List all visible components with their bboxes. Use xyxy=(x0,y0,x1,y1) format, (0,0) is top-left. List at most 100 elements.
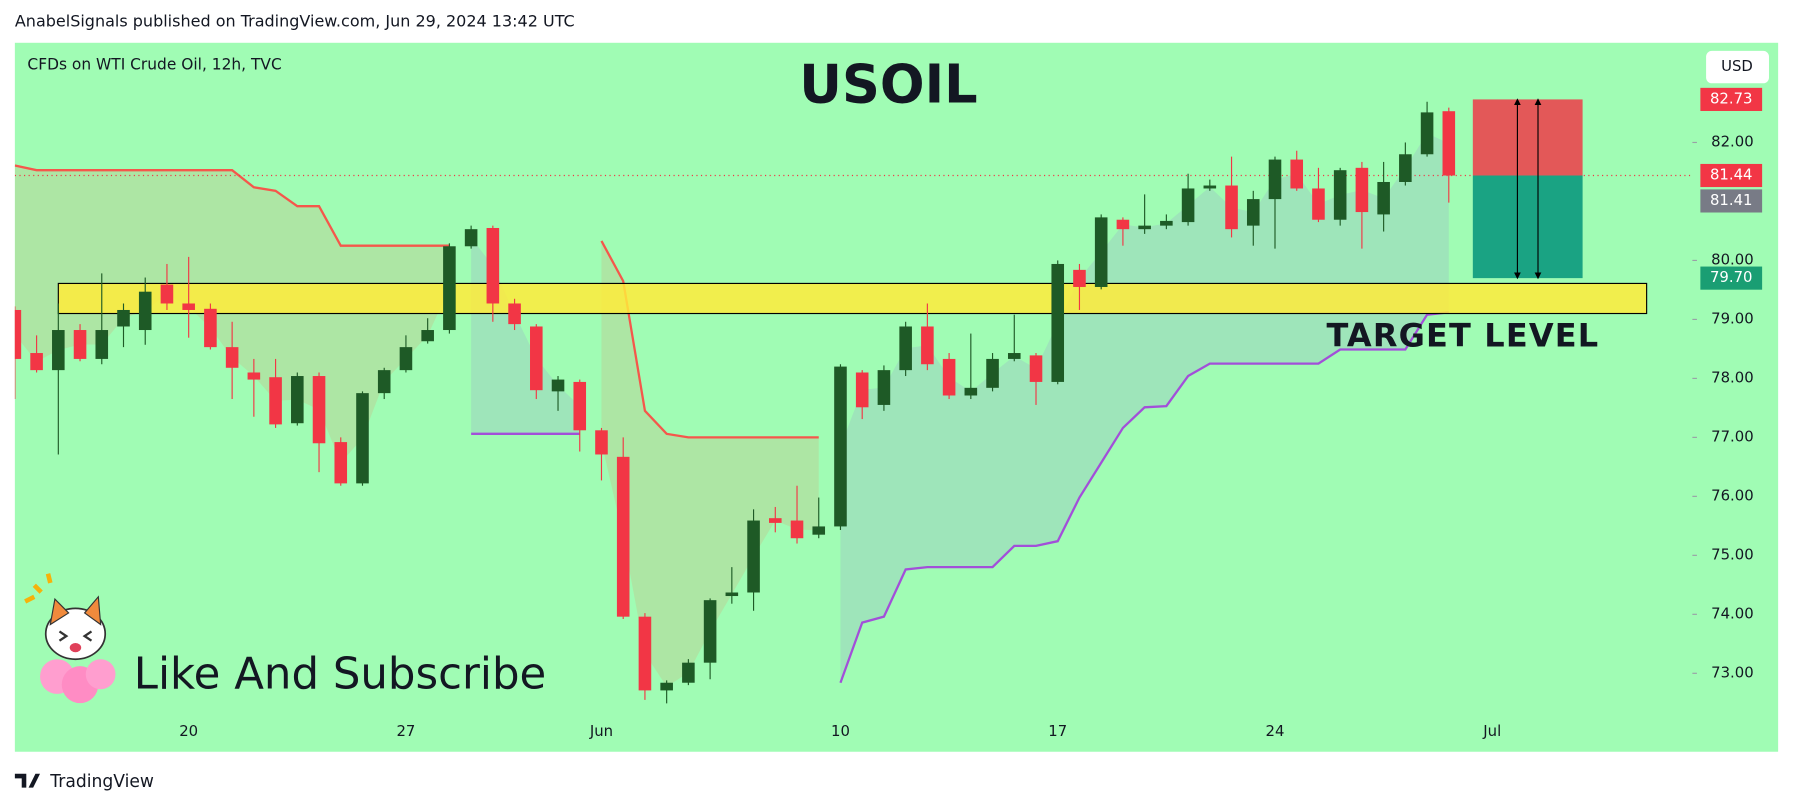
x-tick-label: 10 xyxy=(831,722,850,740)
mascot-icon xyxy=(24,573,116,704)
y-tick-label: 82.00 xyxy=(1711,132,1754,150)
candle-body xyxy=(986,358,999,388)
price-label-box xyxy=(1700,189,1763,213)
x-tick-label: Jun xyxy=(589,722,613,740)
publisher-header: AnabelSignals published on TradingView.c… xyxy=(15,11,575,30)
candle-body xyxy=(443,246,456,331)
trend-line xyxy=(600,240,819,439)
price-axis: 73.00 74.00 75.00 76.00 77.00 78.00 79.00 80.00… xyxy=(1692,87,1763,681)
candle-body xyxy=(1116,219,1130,230)
y-tick-label: 77.00 xyxy=(1711,427,1754,445)
candle-body xyxy=(1377,181,1390,215)
candle-body xyxy=(1420,112,1434,155)
candle-body xyxy=(921,326,934,365)
candle-body xyxy=(1290,159,1304,189)
price-label: 79.70 xyxy=(1710,268,1753,286)
trend-area xyxy=(840,133,1449,683)
trend-line xyxy=(839,311,1449,684)
candle-body xyxy=(1312,188,1325,220)
subscribe-caption: Like And Subscribe xyxy=(134,648,546,699)
candle-body xyxy=(117,309,130,327)
trend-line xyxy=(14,164,450,247)
candle-body xyxy=(225,347,239,368)
candle-body xyxy=(269,377,282,425)
y-tick-label: 74.00 xyxy=(1711,604,1754,622)
candle-body xyxy=(725,592,739,597)
candle-body xyxy=(703,600,717,663)
candle-body xyxy=(464,229,478,247)
price-label: 81.41 xyxy=(1710,191,1753,209)
candle-body xyxy=(52,330,65,371)
candle-body xyxy=(312,376,326,444)
candle-body xyxy=(160,284,174,304)
currency-box[interactable] xyxy=(1706,50,1769,84)
x-tick-label: 27 xyxy=(396,722,415,740)
candle-body xyxy=(247,372,261,380)
candle-body xyxy=(964,387,978,396)
candle-body xyxy=(508,303,521,325)
y-tick-label: 75.00 xyxy=(1711,545,1754,563)
price-label-box xyxy=(1700,266,1763,290)
currency-label[interactable]: USD xyxy=(1721,57,1753,75)
candle-body xyxy=(95,330,109,359)
price-label-box xyxy=(1700,87,1763,111)
candle-body xyxy=(1203,185,1217,189)
candle-body xyxy=(356,393,369,484)
candle-body xyxy=(530,326,543,391)
candle-body xyxy=(1268,159,1282,200)
candle-body xyxy=(1007,353,1021,359)
candle-body xyxy=(1442,111,1456,176)
candle-body xyxy=(747,520,760,593)
candle-body xyxy=(1246,199,1260,226)
candle-body xyxy=(942,358,956,396)
candle-body xyxy=(1225,185,1238,230)
candle-body xyxy=(1138,225,1151,230)
candle-body xyxy=(73,330,87,359)
candle-body xyxy=(1160,220,1173,226)
chart-title: USOIL xyxy=(799,54,977,115)
x-tick-label: Jul xyxy=(1482,722,1501,740)
y-tick-label: 79.00 xyxy=(1711,309,1754,327)
tradingview-logo xyxy=(14,773,41,788)
y-tick-label: 78.00 xyxy=(1711,368,1754,386)
candle-body xyxy=(421,330,434,342)
candle-body xyxy=(660,682,673,691)
candle-body xyxy=(812,526,826,535)
x-tick-label: 17 xyxy=(1048,722,1067,740)
candle-body xyxy=(14,309,22,359)
candle-body xyxy=(138,291,152,331)
candle-body xyxy=(769,518,782,523)
target-annotation: TARGET LEVEL xyxy=(1326,317,1599,355)
candle-body xyxy=(790,520,804,539)
candle-body xyxy=(638,616,652,691)
trend-area xyxy=(14,165,450,463)
candle-body xyxy=(834,366,847,527)
candle-body xyxy=(551,379,565,392)
candle-body xyxy=(899,326,912,371)
target-box xyxy=(1472,175,1583,279)
y-tick-label: 80.00 xyxy=(1711,250,1754,268)
price-label-box xyxy=(1700,163,1763,188)
target-zone xyxy=(57,282,1648,315)
candle-body xyxy=(877,370,891,405)
candle-body xyxy=(1051,263,1065,382)
price-label: 82.73 xyxy=(1710,89,1753,107)
candle-body xyxy=(182,303,195,310)
candle-body xyxy=(30,353,43,371)
x-tick-label: 20 xyxy=(179,722,198,740)
stop-box xyxy=(1472,99,1583,176)
candle-body xyxy=(1029,355,1043,382)
plot-area xyxy=(14,101,1693,704)
candle-body xyxy=(204,308,217,348)
price-label: 81.44 xyxy=(1710,165,1753,183)
x-tick-label: 24 xyxy=(1266,722,1285,740)
candle-body xyxy=(616,456,630,617)
candle-body xyxy=(855,372,869,408)
candle-body xyxy=(1073,269,1086,287)
y-tick-label: 73.00 xyxy=(1711,663,1754,681)
symbol-subtitle: CFDs on WTI Crude Oil, 12h, TVC xyxy=(27,55,281,73)
candle-body xyxy=(573,381,587,431)
candle-body xyxy=(486,227,500,304)
candle-body xyxy=(334,442,348,484)
